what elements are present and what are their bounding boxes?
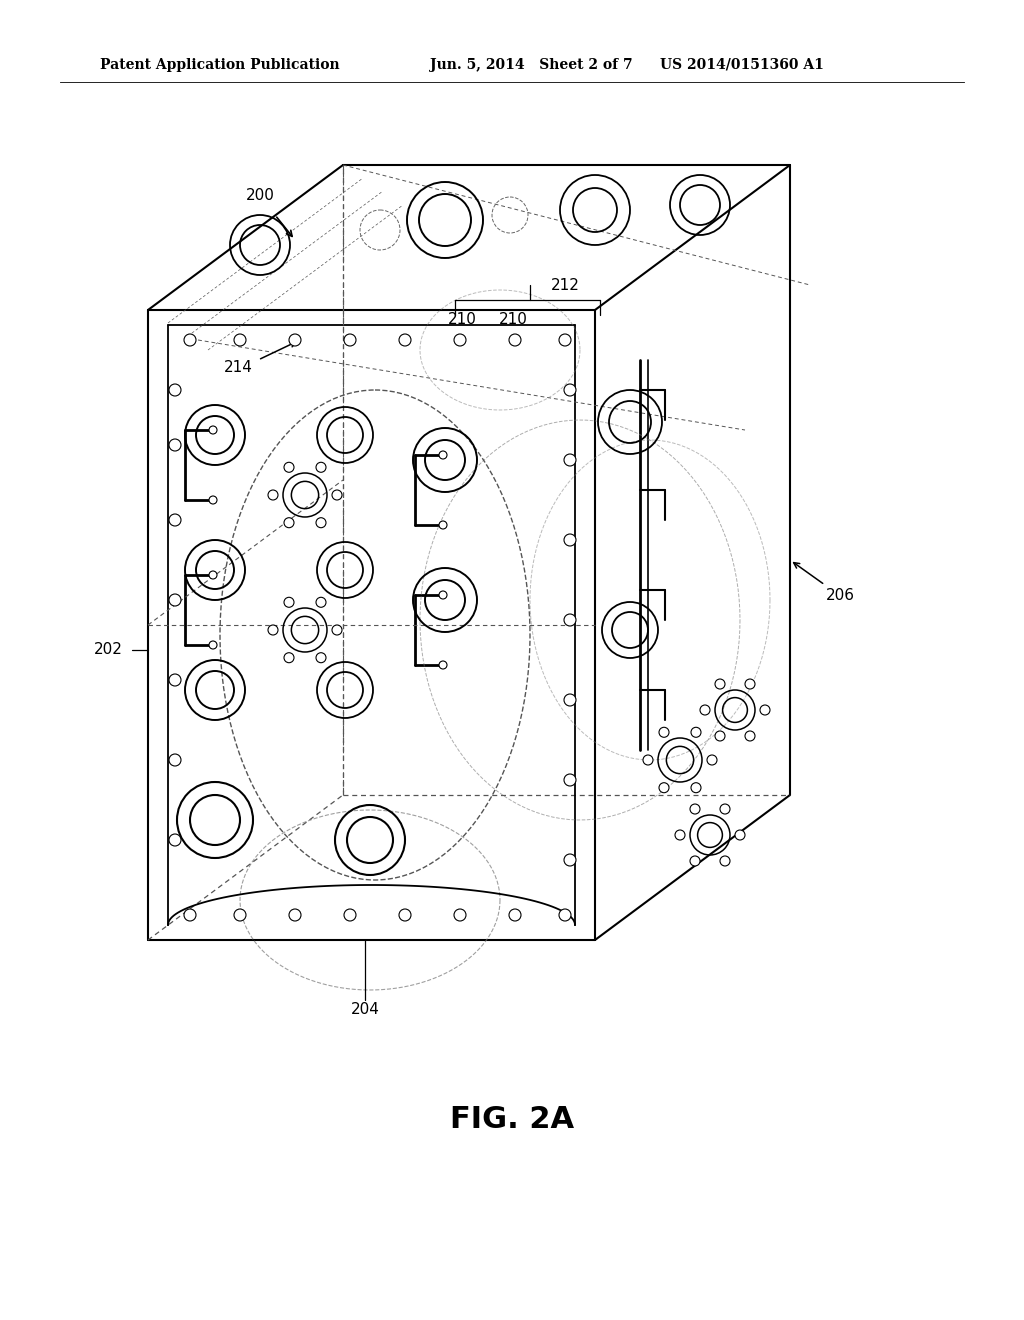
Text: 212: 212 — [551, 277, 580, 293]
Circle shape — [169, 384, 181, 396]
Circle shape — [675, 830, 685, 840]
Circle shape — [564, 694, 575, 706]
Text: 204: 204 — [350, 1002, 380, 1018]
Circle shape — [643, 755, 653, 766]
Circle shape — [564, 614, 575, 626]
Circle shape — [439, 661, 447, 669]
Circle shape — [707, 755, 717, 766]
Circle shape — [564, 454, 575, 466]
Circle shape — [439, 451, 447, 459]
Circle shape — [169, 834, 181, 846]
Text: 202: 202 — [93, 643, 123, 657]
Circle shape — [454, 909, 466, 921]
Circle shape — [184, 334, 196, 346]
Text: 206: 206 — [825, 587, 854, 602]
Text: FIG. 2A: FIG. 2A — [450, 1106, 574, 1134]
Circle shape — [289, 334, 301, 346]
Circle shape — [399, 334, 411, 346]
Circle shape — [735, 830, 745, 840]
Circle shape — [316, 517, 326, 528]
Circle shape — [509, 334, 521, 346]
Circle shape — [284, 597, 294, 607]
Circle shape — [184, 909, 196, 921]
Circle shape — [509, 909, 521, 921]
Circle shape — [209, 642, 217, 649]
Circle shape — [234, 334, 246, 346]
Circle shape — [559, 909, 571, 921]
Circle shape — [344, 334, 356, 346]
Circle shape — [564, 384, 575, 396]
Circle shape — [745, 678, 755, 689]
Text: 200: 200 — [246, 187, 274, 202]
Text: 210: 210 — [447, 313, 476, 327]
Circle shape — [169, 754, 181, 766]
Circle shape — [715, 731, 725, 741]
Circle shape — [169, 513, 181, 525]
Text: Jun. 5, 2014   Sheet 2 of 7: Jun. 5, 2014 Sheet 2 of 7 — [430, 58, 633, 73]
Circle shape — [209, 496, 217, 504]
Circle shape — [564, 774, 575, 785]
Circle shape — [169, 594, 181, 606]
Circle shape — [209, 426, 217, 434]
Text: US 2014/0151360 A1: US 2014/0151360 A1 — [660, 58, 824, 73]
Circle shape — [332, 490, 342, 500]
Circle shape — [344, 909, 356, 921]
Circle shape — [316, 652, 326, 663]
Circle shape — [284, 652, 294, 663]
Circle shape — [268, 490, 278, 500]
Circle shape — [316, 597, 326, 607]
Circle shape — [284, 462, 294, 473]
Circle shape — [659, 783, 669, 793]
Circle shape — [209, 572, 217, 579]
Circle shape — [559, 334, 571, 346]
Circle shape — [564, 535, 575, 546]
Circle shape — [454, 334, 466, 346]
Circle shape — [316, 462, 326, 473]
Circle shape — [720, 855, 730, 866]
Circle shape — [690, 804, 700, 814]
Circle shape — [564, 854, 575, 866]
Circle shape — [399, 909, 411, 921]
Circle shape — [760, 705, 770, 715]
Circle shape — [289, 909, 301, 921]
Circle shape — [659, 727, 669, 738]
Circle shape — [284, 517, 294, 528]
Circle shape — [169, 675, 181, 686]
Circle shape — [691, 783, 701, 793]
Circle shape — [439, 591, 447, 599]
Circle shape — [234, 909, 246, 921]
Circle shape — [720, 804, 730, 814]
Circle shape — [439, 521, 447, 529]
Circle shape — [690, 855, 700, 866]
Circle shape — [700, 705, 710, 715]
Text: 214: 214 — [223, 360, 253, 375]
Circle shape — [332, 624, 342, 635]
Text: 210: 210 — [499, 313, 527, 327]
Circle shape — [745, 731, 755, 741]
Circle shape — [268, 624, 278, 635]
Text: Patent Application Publication: Patent Application Publication — [100, 58, 340, 73]
Circle shape — [715, 678, 725, 689]
Circle shape — [169, 440, 181, 451]
Circle shape — [691, 727, 701, 738]
